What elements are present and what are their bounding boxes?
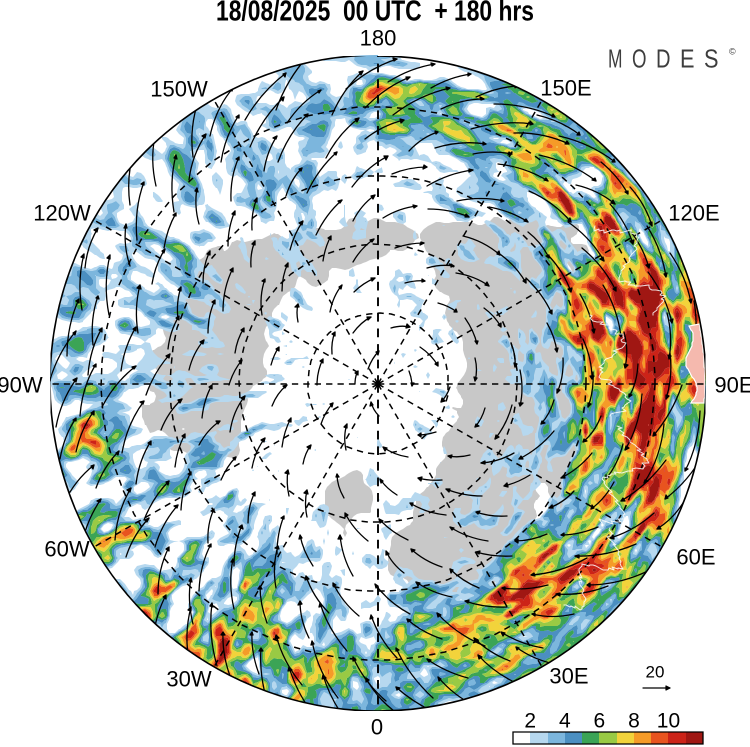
svg-text:4: 4 [559, 709, 571, 732]
svg-text:150E: 150E [540, 76, 591, 101]
svg-text:18/08/2025 00 UTC + 180 hrs: 18/08/2025 00 UTC + 180 hrs [216, 0, 534, 27]
svg-text:150W: 150W [150, 77, 208, 102]
svg-text:60W: 60W [44, 537, 89, 562]
svg-text:0: 0 [371, 715, 383, 740]
svg-text:O: O [632, 44, 647, 74]
svg-text:120E: 120E [668, 201, 719, 226]
svg-text:30E: 30E [549, 664, 588, 689]
svg-text:S: S [704, 44, 719, 74]
svg-text:20: 20 [646, 662, 665, 681]
svg-text:180: 180 [360, 26, 397, 51]
svg-text:E: E [680, 44, 695, 74]
svg-text:90W: 90W [0, 373, 43, 398]
svg-text:6: 6 [594, 709, 606, 732]
svg-text:60E: 60E [676, 545, 715, 570]
svg-text:©: © [729, 46, 736, 56]
svg-text:30W: 30W [166, 667, 211, 692]
svg-text:M: M [608, 44, 623, 74]
svg-text:8: 8 [628, 709, 640, 732]
svg-text:2: 2 [524, 709, 536, 732]
svg-text:10: 10 [657, 709, 680, 732]
svg-text:D: D [656, 44, 671, 74]
svg-text:120W: 120W [33, 201, 91, 226]
svg-text:90E: 90E [714, 373, 750, 398]
